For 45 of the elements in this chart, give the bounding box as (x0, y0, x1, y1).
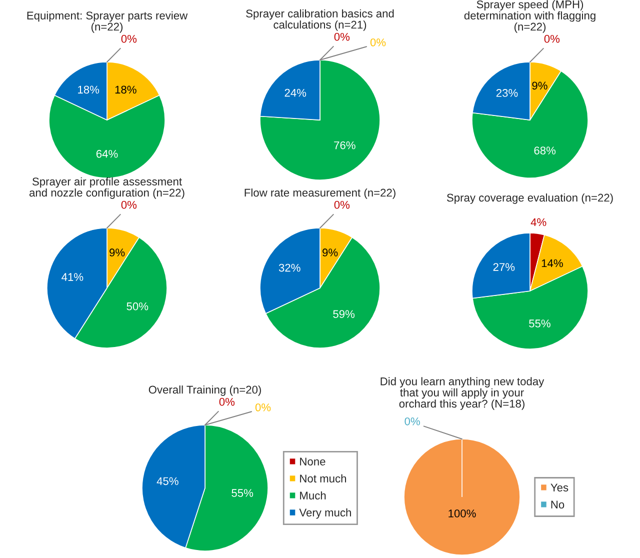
data-label: 41% (62, 273, 84, 281)
data-label: 50% (126, 302, 148, 310)
data-label: 9% (322, 248, 338, 256)
data-label: 14% (542, 259, 563, 268)
chart-title: Sprayer air profile assessment and nozzle configuration (n=22) (29, 177, 184, 199)
chart-title: Flow rate measurement (n=22) (244, 188, 396, 199)
legend-label: Much (300, 491, 326, 500)
data-label: 55% (232, 489, 254, 497)
text: 0% (219, 398, 235, 406)
text: 0% (370, 38, 386, 46)
data-label: 23% (496, 89, 518, 97)
legend-label: None (300, 458, 326, 466)
data-label: 45% (156, 477, 178, 486)
data-label: 18% (78, 86, 100, 94)
data-label: 68% (534, 146, 556, 154)
text: 0% (404, 417, 420, 426)
legend-label: No (551, 500, 564, 508)
legend-label: Not much (300, 474, 346, 482)
data-label: 64% (96, 150, 118, 158)
text: 0% (334, 32, 350, 41)
chart-title: Did you learn anything new today that you will apply in your orchard this year? (N=18) (380, 377, 544, 410)
text: 0% (121, 200, 137, 209)
data-label: 18% (115, 86, 136, 94)
chart-title: Equipment: Sprayer parts review (n=22) (27, 11, 188, 33)
legend-label: Very much (299, 508, 351, 519)
data-label: 9% (532, 82, 548, 90)
data-label: 100% (448, 510, 476, 518)
chart-title: Sprayer calibration basics and calculations (n=21) (246, 9, 394, 31)
chart-title: Spray coverage evaluation (n=22) (446, 193, 613, 204)
data-label: 27% (493, 263, 515, 271)
data-label: 32% (278, 264, 300, 272)
data-label: 9% (110, 248, 125, 256)
text: 0% (255, 403, 271, 412)
data-label: 76% (334, 141, 356, 150)
pie-slice (260, 60, 380, 180)
legend-label: Yes (550, 484, 568, 492)
chart-title: Overall Training (n=20) (148, 385, 261, 396)
text: 0% (334, 200, 350, 209)
data-label: 4% (530, 218, 546, 226)
data-label: 24% (284, 88, 306, 97)
data-label: 59% (333, 310, 355, 318)
chart-title: Sprayer speed (MPH) determination with flagging (n=22) (464, 0, 596, 33)
text: 0% (544, 34, 560, 43)
data-label: 55% (529, 320, 550, 328)
text: 0% (121, 34, 137, 43)
